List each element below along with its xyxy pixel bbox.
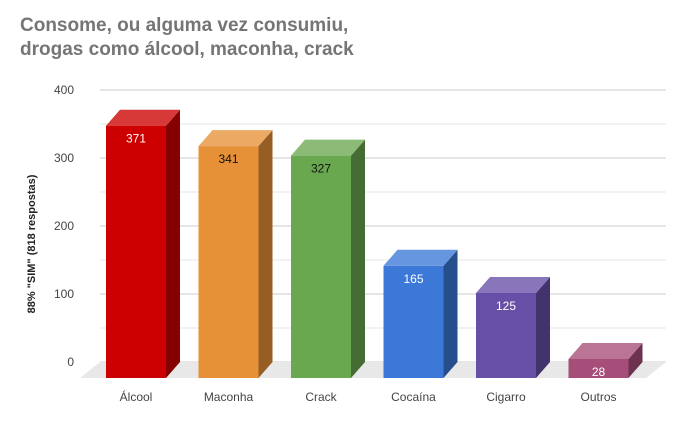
data-label: 125 <box>496 299 516 313</box>
bar-Cocaína: 165 <box>383 249 458 378</box>
bar-front <box>383 265 444 378</box>
data-label: 327 <box>311 162 331 176</box>
x-tick-label: Outros <box>580 390 616 404</box>
data-label: 165 <box>403 272 423 286</box>
chart-title: Consome, ou alguma vez consumiu, drogas … <box>20 15 354 60</box>
y-tick-label: 0 <box>67 355 74 369</box>
bar-Outros: 28 <box>568 342 643 379</box>
bar-top <box>383 249 458 266</box>
y-tick-label: 300 <box>54 151 74 165</box>
x-tick-label: Álcool <box>120 389 153 404</box>
bars: 371 341 327 165 125 28 <box>106 109 643 379</box>
bar-front <box>106 125 166 378</box>
bar-side <box>351 139 365 378</box>
bar-side <box>536 277 550 378</box>
bar-front <box>476 293 536 378</box>
bar-top <box>198 130 273 147</box>
bar-top <box>476 277 550 293</box>
bar-side <box>628 342 643 378</box>
data-label: 371 <box>126 132 146 146</box>
data-label: 341 <box>218 152 238 166</box>
bar-Maconha: 341 <box>198 130 273 378</box>
y-tick-label: 100 <box>54 287 74 301</box>
bar-side <box>443 249 458 378</box>
x-tick-label: Cigarro <box>486 390 526 404</box>
bar-front <box>198 146 259 378</box>
y-axis-title: 88% "SIM" (818 respostas) <box>26 174 38 313</box>
x-tick-label: Maconha <box>204 390 254 404</box>
bar-Cigarro: 125 <box>476 277 550 378</box>
bar-front <box>568 358 629 378</box>
bar-top <box>568 342 643 359</box>
bar-side <box>258 130 273 378</box>
bar-top <box>291 139 365 156</box>
x-tick-label: Cocaína <box>391 390 436 404</box>
bar-Álcool: 371 <box>106 109 180 378</box>
bar-side <box>166 109 180 378</box>
data-label: 28 <box>592 365 606 379</box>
y-axis-ticks: 0 100 200 300 400 <box>54 83 74 369</box>
bar-Crack: 327 <box>291 139 365 378</box>
y-tick-label: 400 <box>54 83 74 97</box>
bar-top <box>106 109 180 126</box>
x-tick-label: Crack <box>305 390 337 404</box>
bar-front <box>291 155 351 378</box>
y-tick-label: 200 <box>54 219 74 233</box>
x-axis-ticks: Álcool Maconha Crack Cocaína Cigarro Outros <box>120 389 617 404</box>
grid-lines <box>100 89 666 363</box>
